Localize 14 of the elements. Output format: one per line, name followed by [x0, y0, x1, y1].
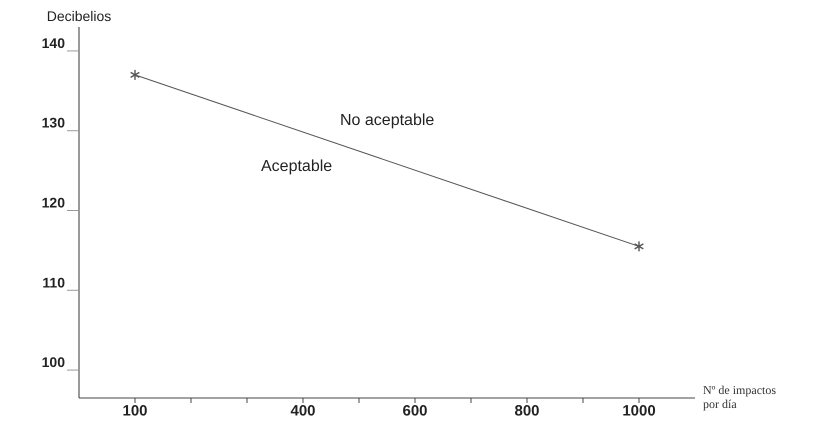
x-tick-label: 1000	[622, 402, 656, 420]
y-axis-title: Decibelios	[46, 8, 112, 24]
y-tick-label: 140	[42, 34, 66, 51]
annotation: No aceptable	[340, 112, 434, 130]
x-tick-label: 600	[402, 402, 428, 420]
x-tick-label: 800	[514, 402, 540, 420]
x-tick-label: 100	[122, 402, 148, 420]
y-tick-label: 120	[42, 194, 66, 210]
x-axis-title: Nº de impactos por día	[703, 383, 776, 411]
y-tick-label: 130	[42, 114, 66, 131]
annotation: Aceptable	[261, 158, 332, 176]
y-tick-label: 110	[42, 274, 66, 290]
y-tick-label: 100	[42, 354, 66, 370]
x-tick-label: 400	[290, 402, 316, 420]
